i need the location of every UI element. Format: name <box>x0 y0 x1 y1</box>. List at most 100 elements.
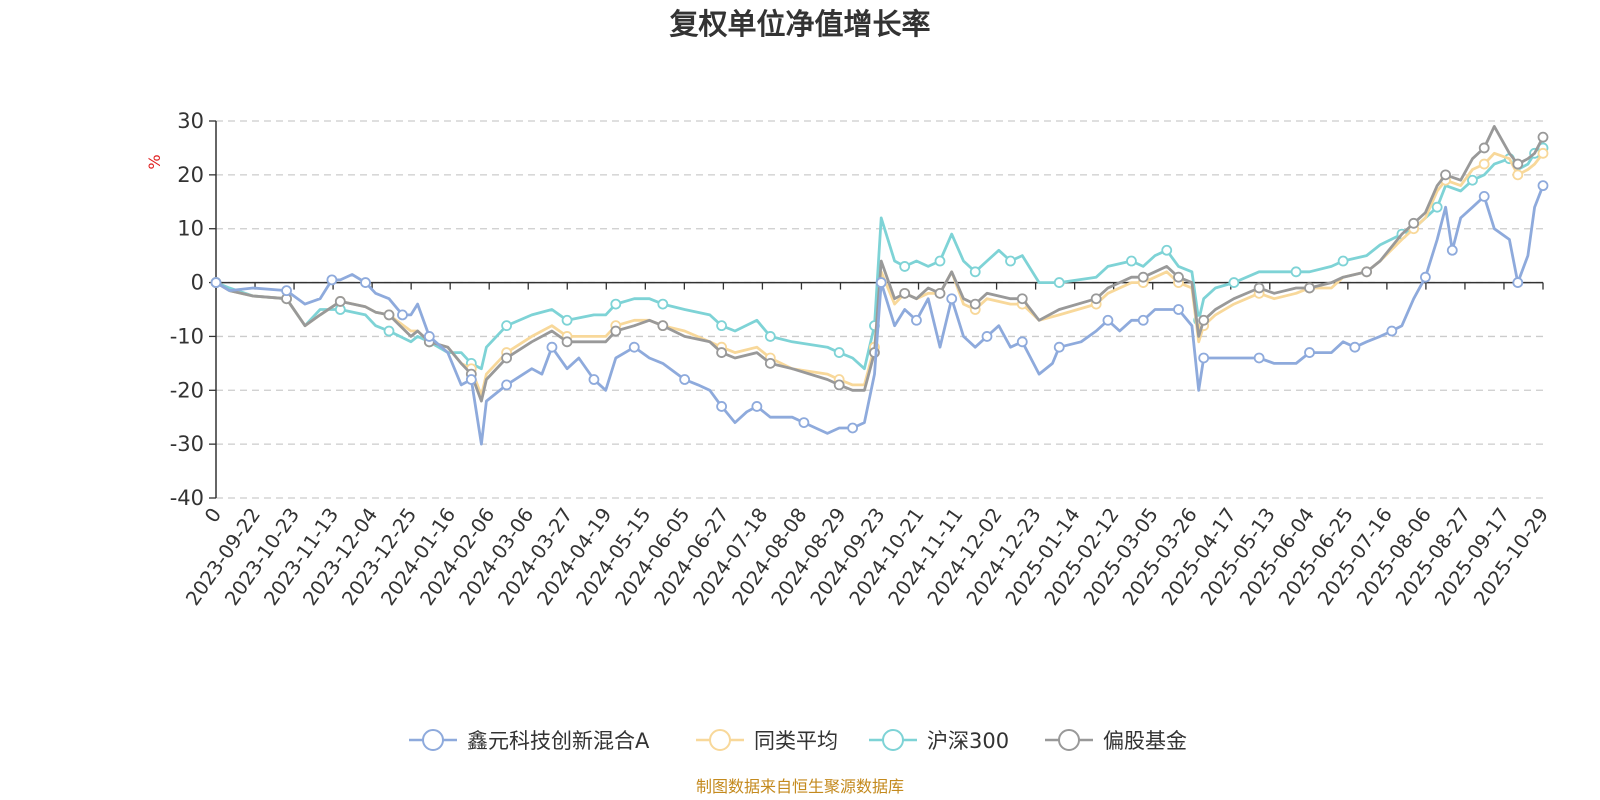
data-point <box>833 347 845 358</box>
data-point <box>1467 174 1478 186</box>
legend-item[interactable]: 沪深300 <box>869 729 1009 753</box>
data-point <box>465 374 477 385</box>
data-point <box>588 374 600 385</box>
data-point <box>934 255 946 267</box>
data-point <box>1386 325 1398 337</box>
y-tick-label: -40 <box>170 486 204 510</box>
data-point <box>1253 352 1265 364</box>
data-point <box>1537 131 1549 143</box>
data-point <box>383 325 395 337</box>
legend-swatch-marker <box>882 729 904 751</box>
data-point <box>1161 244 1173 256</box>
data-point <box>798 417 810 429</box>
data-point <box>1290 266 1302 278</box>
x-tick-label: 0 <box>200 504 226 527</box>
data-point <box>501 320 512 332</box>
data-point <box>1478 158 1490 170</box>
data-point <box>628 341 640 353</box>
chart-title: 复权单位净值增长率 <box>669 7 930 41</box>
data-point <box>1016 336 1028 348</box>
data-point <box>1337 255 1349 267</box>
legend[interactable]: 鑫元科技创新混合A 同类平均 沪深300 偏股基金 <box>409 729 1187 753</box>
data-point <box>969 266 981 278</box>
y-tick-label: 0 <box>191 271 204 295</box>
series-lines <box>210 125 1549 446</box>
data-point <box>423 331 435 342</box>
y-tick-label: 30 <box>177 109 204 133</box>
legend-swatch-marker <box>1058 729 1080 751</box>
data-point <box>934 287 946 299</box>
data-point <box>1137 314 1149 326</box>
data-point <box>847 422 859 434</box>
legend-swatch-marker <box>422 729 444 751</box>
data-point <box>899 261 911 272</box>
y-tick-label: -20 <box>170 378 204 402</box>
data-point <box>1090 293 1102 305</box>
series-line <box>215 125 1545 403</box>
legend-item[interactable]: 偏股基金 <box>1045 729 1187 753</box>
data-point <box>969 298 981 310</box>
data-point <box>1349 341 1361 353</box>
source-note: 制图数据来自恒生聚源数据库 <box>696 777 904 796</box>
y-tick-label: -10 <box>170 324 204 348</box>
data-point <box>1408 217 1420 229</box>
data-point <box>1304 282 1315 294</box>
data-point <box>326 274 338 286</box>
legend-swatch-marker <box>709 729 731 751</box>
data-point <box>610 325 622 337</box>
data-point <box>281 285 292 297</box>
data-point <box>1053 341 1065 353</box>
data-point <box>657 320 669 332</box>
data-point <box>334 296 346 307</box>
data-point <box>501 352 512 364</box>
data-point <box>561 336 573 348</box>
data-point <box>1440 169 1451 181</box>
data-point <box>1512 158 1524 170</box>
data-point <box>1005 255 1016 267</box>
data-point <box>1173 271 1184 283</box>
y-tick-label: -30 <box>170 432 204 456</box>
data-point <box>1446 244 1458 256</box>
data-point <box>679 374 691 385</box>
legend-item[interactable]: 同类平均 <box>696 729 838 753</box>
data-point <box>610 298 622 310</box>
data-point <box>397 309 408 321</box>
y-tick-label: 10 <box>177 217 204 241</box>
legend-item[interactable]: 鑫元科技创新混合A <box>409 729 650 753</box>
data-point <box>1304 347 1315 358</box>
y-axis-ticks: 30 20 10 0 -10 -20 -30 -40 <box>170 109 216 510</box>
data-point <box>1198 352 1210 364</box>
data-point <box>716 401 728 412</box>
data-point <box>1420 271 1431 283</box>
data-point <box>1053 277 1065 288</box>
data-point <box>1431 201 1443 213</box>
data-point <box>1102 314 1114 326</box>
data-point <box>1478 142 1490 154</box>
data-point <box>764 331 776 342</box>
data-point <box>716 320 728 332</box>
data-point <box>899 287 911 299</box>
legend-label: 沪深300 <box>927 729 1009 753</box>
data-point <box>1126 255 1137 267</box>
legend-label: 鑫元科技创新混合A <box>467 729 650 753</box>
data-point <box>657 298 669 310</box>
data-point <box>501 379 512 391</box>
data-point <box>383 309 395 321</box>
data-point <box>751 401 763 412</box>
data-point <box>1016 293 1028 305</box>
data-point <box>716 347 728 358</box>
data-point <box>946 293 958 305</box>
data-point <box>1537 180 1549 192</box>
data-point <box>1253 282 1265 294</box>
data-point <box>1478 190 1490 202</box>
data-point <box>764 357 776 369</box>
legend-label: 同类平均 <box>754 729 838 753</box>
legend-label: 偏股基金 <box>1103 729 1187 753</box>
data-point <box>1137 271 1149 283</box>
data-point <box>911 314 922 326</box>
data-point <box>1512 169 1524 181</box>
y-tick-label: 20 <box>177 163 204 187</box>
data-point <box>981 331 993 342</box>
data-point <box>360 277 371 288</box>
data-point <box>1228 277 1240 288</box>
